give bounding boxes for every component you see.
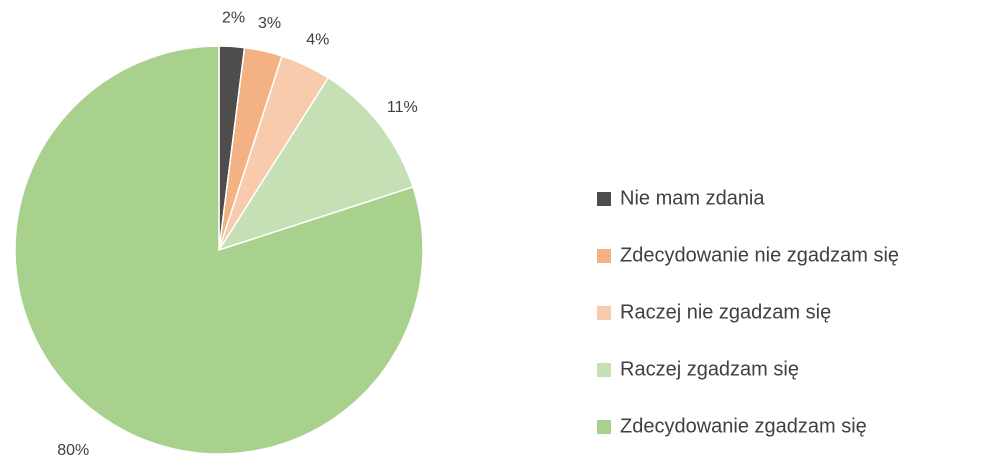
- legend-label: Zdecydowanie zgadzam się: [620, 415, 867, 437]
- data-label: 4%: [306, 31, 329, 48]
- legend-swatch: [597, 363, 611, 377]
- pie-slice: [217, 76, 414, 252]
- data-label: 2%: [222, 10, 245, 27]
- pie-slice: [14, 45, 424, 455]
- legend-label: Zdecydowanie nie zgadzam się: [620, 244, 899, 266]
- legend-swatch: [597, 249, 611, 263]
- data-label: 80%: [57, 442, 89, 456]
- legend-swatch: [597, 420, 611, 434]
- legend-label: Raczej zgadzam się: [620, 358, 799, 380]
- data-label: 11%: [387, 99, 418, 116]
- legend-label: Raczej nie zgadzam się: [620, 301, 831, 323]
- data-label: 3%: [258, 15, 281, 32]
- legend-swatch: [597, 192, 611, 206]
- legend-swatch: [597, 306, 611, 320]
- legend-label: Nie mam zdania: [620, 187, 765, 209]
